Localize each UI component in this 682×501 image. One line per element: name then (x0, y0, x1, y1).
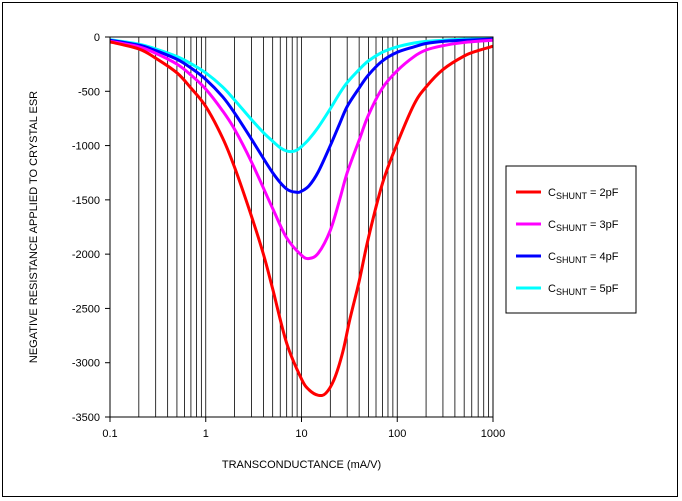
y-tick-label: -1500 (72, 195, 100, 207)
x-tick-label: 1 (203, 428, 209, 440)
legend-label: CSHUNT = 4pF (548, 251, 619, 265)
series-line (110, 37, 493, 194)
y-ticks: 0 -500 -1000 -1500 -2000 -2500 -3000 -3500 (72, 32, 110, 424)
series-layer (110, 37, 493, 398)
series-line (110, 38, 493, 261)
x-ticks: 0.1 1 10 100 1000 (102, 417, 505, 440)
x-tick-label: 0.1 (102, 428, 117, 440)
y-tick-label: -3000 (72, 358, 100, 370)
y-axis-label: NEGATIVE RESISTANCE APPLIED TO CRYSTAL E… (28, 91, 40, 363)
y-tick-label: 0 (94, 32, 100, 44)
x-axis-label: TRANSCONDUCTANCE (mA/V) (222, 459, 381, 471)
y-tick-label: -2500 (72, 303, 100, 315)
legend-label: CSHUNT = 2pF (548, 187, 619, 201)
x-tick-label: 10 (295, 428, 307, 440)
y-tick-label: -1000 (72, 141, 100, 153)
y-tick-label: -500 (78, 86, 100, 98)
x-tick-label: 100 (388, 428, 406, 440)
x-tick-label: 1000 (481, 428, 505, 440)
legend-label: CSHUNT = 3pF (548, 219, 619, 233)
series-line (110, 40, 493, 398)
grid (138, 37, 490, 417)
series-line (110, 37, 493, 154)
y-tick-label: -3500 (72, 412, 100, 424)
y-tick-label: -2000 (72, 249, 100, 261)
legend-label: CSHUNT = 5pF (548, 283, 619, 297)
legend: CSHUNT = 2pF CSHUNT = 3pF CSHUNT = 4pF CSHU… (505, 165, 637, 314)
